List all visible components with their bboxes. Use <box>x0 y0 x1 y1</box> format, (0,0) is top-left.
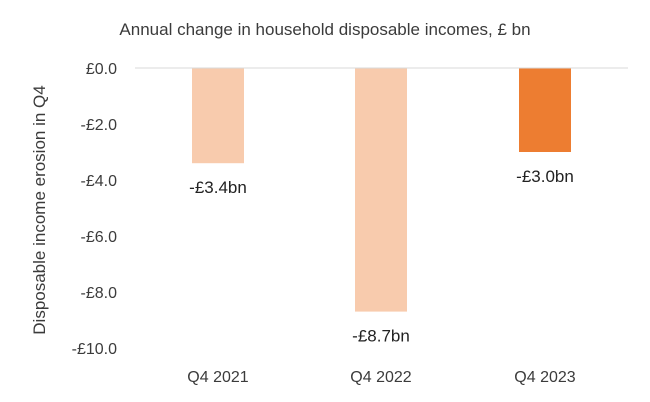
y-tick-label: -£10.0 <box>72 341 117 358</box>
x-category-label: Q4 2022 <box>350 369 411 386</box>
chart-title: Annual change in household disposable in… <box>119 20 530 39</box>
y-tick-label: -£6.0 <box>81 229 118 246</box>
y-axis-ticks: £0.0 -£2.0 -£4.0 -£6.0 -£8.0 -£10.0 <box>72 61 117 358</box>
data-label: -£3.0bn <box>516 167 574 186</box>
bar-q4-2023 <box>519 68 571 152</box>
data-label: -£3.4bn <box>189 178 247 197</box>
x-axis-categories: Q4 2021 Q4 2022 Q4 2023 <box>187 369 575 386</box>
x-category-label: Q4 2023 <box>514 369 575 386</box>
x-category-label: Q4 2021 <box>187 369 248 386</box>
bar-q4-2021 <box>192 68 244 164</box>
y-tick-label: -£4.0 <box>81 173 118 190</box>
bar-q4-2022 <box>355 68 407 312</box>
data-labels: -£3.4bn -£8.7bn -£3.0bn <box>189 167 574 346</box>
y-tick-label: -£2.0 <box>81 117 118 134</box>
bars <box>192 68 571 312</box>
y-axis-label: Disposable income erosion in Q4 <box>30 85 49 334</box>
y-tick-label: -£8.0 <box>81 285 118 302</box>
data-label: -£8.7bn <box>352 327 410 346</box>
y-tick-label: £0.0 <box>86 61 117 78</box>
